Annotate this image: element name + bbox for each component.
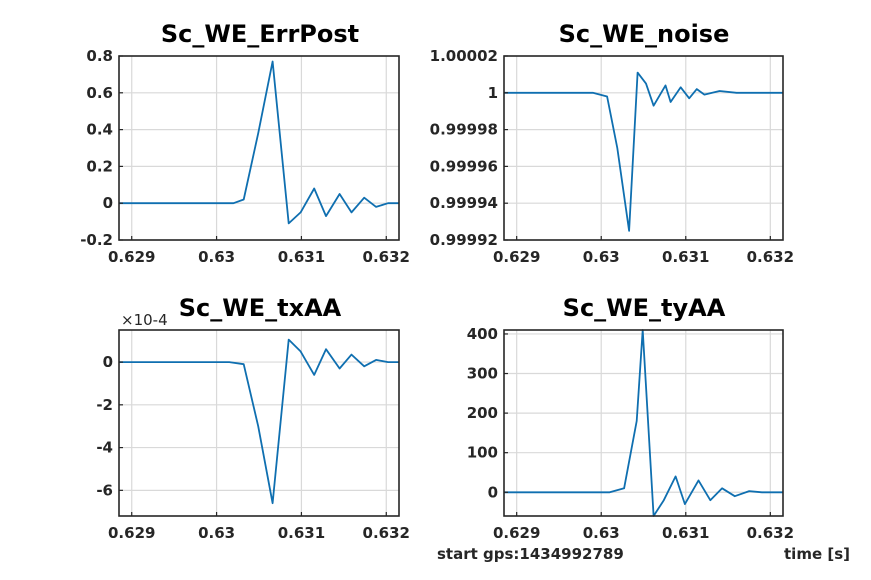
subplot-errpost-xtick-label: 0.631	[278, 248, 325, 266]
subplot-txaa-ytick-label: -6	[96, 481, 113, 499]
subplot-tyaa-ytick-label: 0	[488, 483, 498, 501]
subplot-noise-xtick-label: 0.629	[493, 248, 540, 266]
subplot-txaa-xtick-label: 0.63	[198, 524, 235, 542]
subplot-txaa-xtick-label: 0.631	[278, 524, 325, 542]
subplot-tyaa-ytick-label: 400	[467, 325, 498, 343]
subplot-txaa-ytick-label: 0	[103, 353, 113, 371]
subplot-tyaa-frame	[503, 329, 784, 517]
subplot-errpost-xtick-label: 0.632	[363, 248, 410, 266]
subplot-txaa-title: Sc_WE_txAA	[179, 294, 342, 322]
subplot-noise-frame	[503, 55, 784, 241]
time-axis-label: time [s]	[784, 545, 850, 563]
subplot-errpost-series	[119, 60, 399, 225]
subplot-noise-ytick-label: 0.99994	[430, 194, 498, 212]
subplot-txaa-ytick-label: -2	[96, 396, 113, 414]
subplot-txaa-multiplier: ×10-4	[121, 311, 168, 329]
subplot-noise-xtick-label: 0.632	[747, 248, 794, 266]
subplot-errpost-title: Sc_WE_ErrPost	[161, 20, 359, 48]
subplot-noise-title: Sc_WE_noise	[559, 20, 730, 48]
subplot-txaa-xtick-label: 0.632	[363, 524, 410, 542]
subplot-errpost-xtick-label: 0.63	[198, 248, 235, 266]
subplot-tyaa-xtick-label: 0.629	[493, 524, 540, 542]
subplot-errpost-ytick-label: 0.2	[86, 157, 113, 175]
subplot-errpost-ytick-label: 0	[103, 194, 113, 212]
subplot-tyaa-series	[504, 329, 783, 517]
subplot-noise-ytick-label: 1	[488, 84, 498, 102]
subplot-tyaa-ytick-label: 300	[467, 365, 498, 383]
subplot-txaa: Sc_WE_txAA ×10-4 0.629 0.63 0.631 0.632 -6 -4…	[96, 294, 410, 542]
subplot-noise-xtick-label: 0.631	[662, 248, 709, 266]
subplot-errpost-ytick-label: 0.6	[86, 84, 113, 102]
subplot-txaa-frame	[118, 329, 400, 517]
subplot-txaa-xtick-label: 0.629	[108, 524, 155, 542]
subplot-txaa-series	[119, 338, 399, 505]
subplot-errpost-ytick-label: 0.4	[86, 121, 113, 139]
subplot-noise-xtick-label: 0.63	[583, 248, 620, 266]
subplot-tyaa-title: Sc_WE_tyAA	[563, 294, 726, 322]
subplot-tyaa-xtick-label: 0.631	[662, 524, 709, 542]
subplot-noise-ytick-label: 0.99992	[430, 231, 498, 249]
subplot-txaa-ytick-label: -4	[96, 439, 113, 457]
subplot-tyaa-ytick-label: 100	[467, 444, 498, 462]
subplot-noise-ytick-label: 0.99996	[430, 157, 498, 175]
subplot-errpost: Sc_WE_ErrPost 0.629 0.63 0.631 0.632 -0.2 0 0.…	[80, 20, 410, 266]
subplot-errpost-ytick-label: 0.8	[86, 47, 113, 65]
subplot-noise-ytick-label: 0.99998	[430, 121, 498, 139]
subplot-errpost-frame	[118, 55, 400, 241]
subplot-noise-ytick-label: 1.00002	[430, 47, 498, 65]
subplot-tyaa: Sc_WE_tyAA 0.629 0.63 0.631 0.632 0 100 200 300…	[467, 294, 794, 542]
subplot-errpost-xtick-label: 0.629	[108, 248, 155, 266]
start-gps-label: start gps:1434992789	[437, 545, 624, 563]
subplot-tyaa-xtick-label: 0.632	[747, 524, 794, 542]
subplot-noise-series	[504, 71, 783, 232]
subplot-tyaa-xtick-label: 0.63	[583, 524, 620, 542]
subplot-errpost-ytick-label: -0.2	[80, 231, 113, 249]
subplot-tyaa-ytick-label: 200	[467, 404, 498, 422]
subplot-noise: Sc_WE_noise 0.629 0.63 0.631 0.632 0.99992 0.…	[430, 20, 794, 266]
